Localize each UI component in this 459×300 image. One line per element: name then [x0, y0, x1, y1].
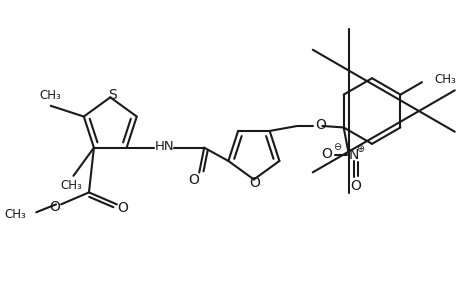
Text: O: O: [314, 118, 325, 132]
Text: O: O: [187, 173, 198, 188]
Text: O: O: [349, 179, 360, 193]
Text: CH₃: CH₃: [5, 208, 26, 221]
Text: N: N: [347, 148, 358, 162]
Text: ⊖: ⊖: [332, 142, 340, 152]
Text: CH₃: CH₃: [433, 73, 455, 86]
Text: S: S: [108, 88, 117, 102]
Text: O: O: [321, 147, 331, 161]
Text: CH₃: CH₃: [61, 179, 82, 192]
Text: O: O: [50, 200, 61, 214]
Text: ⊕: ⊕: [356, 144, 364, 154]
Text: CH₃: CH₃: [40, 89, 62, 102]
Text: O: O: [249, 176, 260, 190]
Text: HN: HN: [154, 140, 174, 153]
Text: O: O: [117, 201, 128, 215]
